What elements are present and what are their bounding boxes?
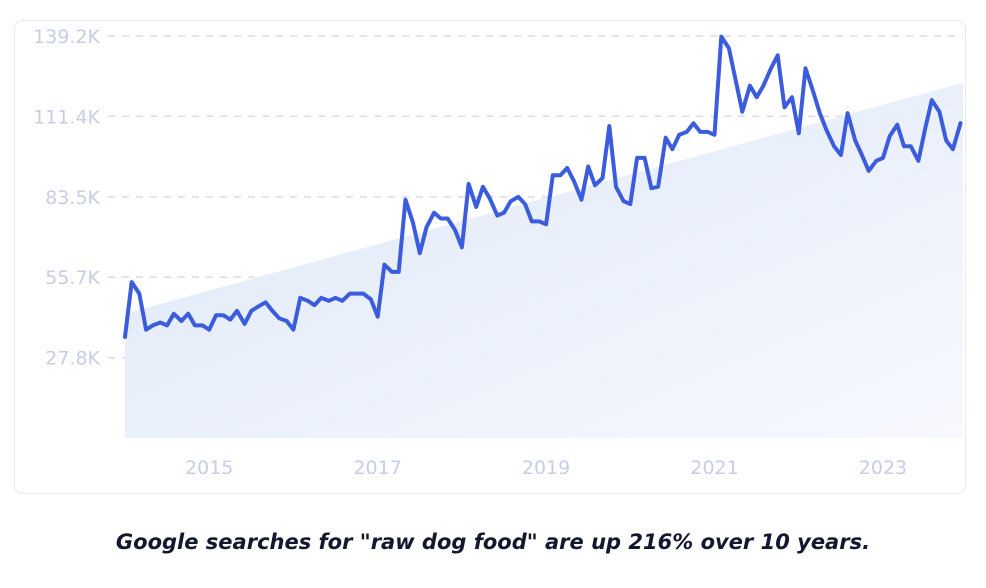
series-line-raw-dog-food (123, 34, 963, 339)
chart-caption: Google searches for "raw dog food" are u… (115, 530, 871, 554)
line-chart: 139.2K 111.4K 83.5K 55.7K 27.8K 2015 2017 2019… (33, 26, 963, 479)
y-tick-label: 139.2K (33, 26, 100, 48)
x-tick-label: 2019 (522, 457, 570, 479)
x-tick-label: 2021 (690, 457, 738, 479)
x-tick-label: 2017 (353, 457, 401, 479)
y-tick-label: 83.5K (45, 187, 100, 209)
trend-area (125, 82, 963, 438)
x-tick-label: 2023 (859, 457, 907, 479)
y-tick-label: 55.7K (45, 267, 100, 289)
x-tick-label: 2015 (185, 457, 233, 479)
y-tick-label: 27.8K (45, 348, 100, 370)
y-tick-label: 111.4K (33, 106, 100, 128)
